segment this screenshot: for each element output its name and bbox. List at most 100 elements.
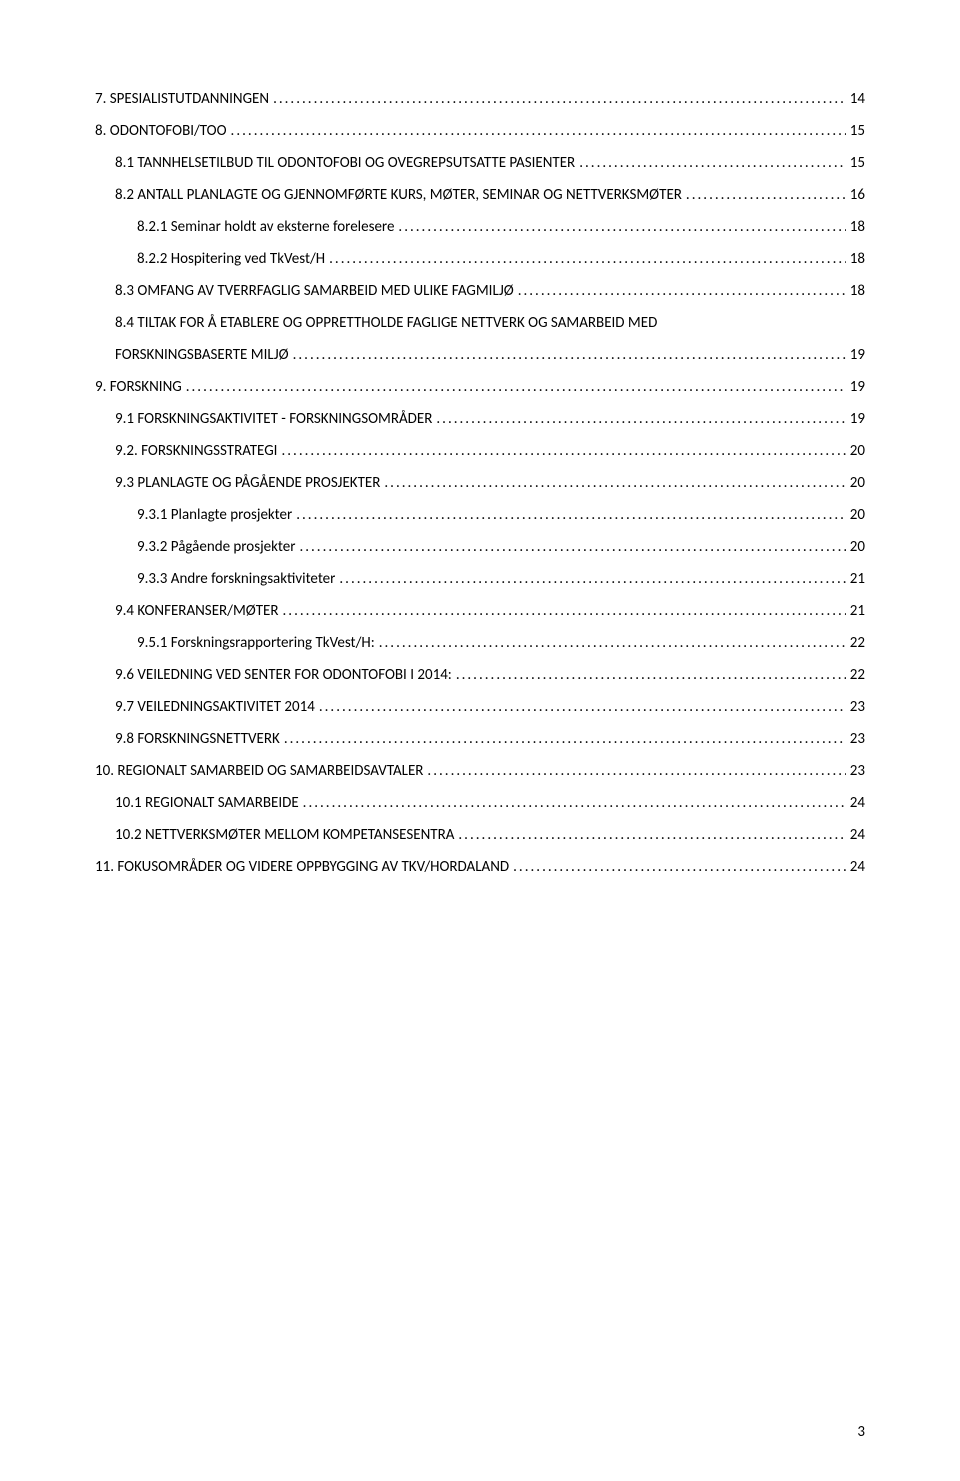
toc-label: 8.2.2 Hospitering ved TkVest/H (137, 250, 325, 268)
toc-leader-dots: ........................................… (329, 250, 846, 268)
toc-entry: 9.2. FORSKNINGSSTRATEGI.................… (115, 442, 865, 460)
toc-page-number: 21 (850, 570, 865, 588)
toc-label: 8. ODONTOFOBI/TOO (95, 122, 227, 140)
toc-label: 8.4 TILTAK FOR Å ETABLERE OG OPPRETTHOLD… (115, 314, 657, 332)
toc-page-number: 20 (850, 506, 865, 524)
toc-label: FORSKNINGSBASERTE MILJØ (115, 346, 289, 364)
toc-entry: FORSKNINGSBASERTE MILJØ.................… (115, 346, 865, 364)
toc-entry: 8.2 ANTALL PLANLAGTE OG GJENNOMFØRTE KUR… (115, 186, 865, 204)
toc-label: 8.2 ANTALL PLANLAGTE OG GJENNOMFØRTE KUR… (115, 186, 682, 204)
toc-page-number: 21 (850, 602, 865, 620)
toc-leader-dots: ........................................… (339, 570, 845, 588)
toc-label: 9.2. FORSKNINGSSTRATEGI (115, 442, 277, 460)
toc-page-number: 20 (850, 538, 865, 556)
toc-leader-dots: ........................................… (456, 666, 846, 684)
toc-label: 8.3 OMFANG AV TVERRFAGLIG SAMARBEID MED … (115, 282, 514, 300)
toc-leader-dots: ........................................… (513, 858, 846, 876)
toc-label: 9.7 VEILEDNINGSAKTIVITET 2014 (115, 698, 315, 716)
toc-page-number: 22 (850, 666, 865, 684)
toc-entry: 11. FOKUSOMRÅDER OG VIDERE OPPBYGGING AV… (95, 858, 865, 876)
toc-leader-dots: ........................................… (283, 602, 846, 620)
toc-label: 9.3.2 Pågående prosjekter (137, 538, 295, 556)
toc-entry: 9.6 VEILEDNING VED SENTER FOR ODONTOFOBI… (115, 666, 865, 684)
toc-entry: 8.4 TILTAK FOR Å ETABLERE OG OPPRETTHOLD… (115, 314, 865, 332)
toc-label: 9.1 FORSKNINGSAKTIVITET - FORSKNINGSOMRÅ… (115, 410, 432, 428)
toc-entry: 9.1 FORSKNINGSAKTIVITET - FORSKNINGSOMRÅ… (115, 410, 865, 428)
toc-page-number: 20 (850, 474, 865, 492)
toc-entry: 10. REGIONALT SAMARBEID OG SAMARBEIDSAVT… (95, 762, 865, 780)
toc-label: 9.3.1 Planlagte prosjekter (137, 506, 292, 524)
toc-page-number: 18 (850, 282, 865, 300)
toc-leader-dots: ........................................… (284, 730, 846, 748)
table-of-contents: 7. SPESIALISTUTDANNINGEN................… (95, 90, 865, 876)
toc-label: 9.5.1 Forskningsrapportering TkVest/H: (137, 634, 375, 652)
page-footer-number: 3 (857, 1423, 865, 1441)
toc-leader-dots: ........................................… (384, 474, 845, 492)
toc-label: 9. FORSKNING (95, 378, 182, 396)
toc-page-number: 24 (850, 794, 865, 812)
toc-label: 9.6 VEILEDNING VED SENTER FOR ODONTOFOBI… (115, 666, 452, 684)
toc-entry: 10.2 NETTVERKSMØTER MELLOM KOMPETANSESEN… (115, 826, 865, 844)
toc-entry: 7. SPESIALISTUTDANNINGEN................… (95, 90, 865, 108)
toc-page-number: 14 (850, 90, 865, 108)
toc-page-number: 19 (850, 346, 865, 364)
toc-leader-dots: ........................................… (518, 282, 846, 300)
toc-entry: 9.3 PLANLAGTE OG PÅGÅENDE PROSJEKTER....… (115, 474, 865, 492)
toc-entry: 8.2.2 Hospitering ved TkVest/H..........… (137, 250, 865, 268)
toc-label: 9.4 KONFERANSER/MØTER (115, 602, 279, 620)
toc-leader-dots: ........................................… (186, 378, 846, 396)
toc-entry: 9.4 KONFERANSER/MØTER...................… (115, 602, 865, 620)
toc-page-number: 19 (850, 410, 865, 428)
toc-leader-dots: ........................................… (379, 634, 846, 652)
toc-leader-dots: ........................................… (299, 538, 845, 556)
toc-leader-dots: ........................................… (273, 90, 846, 108)
toc-entry: 9.5.1 Forskningsrapportering TkVest/H:..… (137, 634, 865, 652)
toc-page-number: 22 (850, 634, 865, 652)
toc-leader-dots: ........................................… (319, 698, 846, 716)
toc-leader-dots: ........................................… (293, 346, 846, 364)
toc-label: 7. SPESIALISTUTDANNINGEN (95, 90, 269, 108)
toc-leader-dots: ........................................… (281, 442, 845, 460)
toc-page-number: 18 (850, 250, 865, 268)
toc-page-number: 19 (850, 378, 865, 396)
toc-label: 10.1 REGIONALT SAMARBEIDE (115, 794, 299, 812)
toc-label: 9.3.3 Andre forskningsaktiviteter (137, 570, 335, 588)
toc-label: 9.8 FORSKNINGSNETTVERK (115, 730, 280, 748)
toc-leader-dots: ........................................… (436, 410, 845, 428)
toc-page-number: 23 (850, 730, 865, 748)
toc-label: 10. REGIONALT SAMARBEID OG SAMARBEIDSAVT… (95, 762, 423, 780)
toc-entry: 8.2.1 Seminar holdt av eksterne forelese… (137, 218, 865, 236)
toc-leader-dots: ........................................… (427, 762, 845, 780)
toc-leader-dots: ........................................… (296, 506, 846, 524)
toc-page-number: 24 (850, 826, 865, 844)
toc-page-number: 20 (850, 442, 865, 460)
toc-leader-dots: ........................................… (458, 826, 845, 844)
toc-entry: 9.3.1 Planlagte prosjekter..............… (137, 506, 865, 524)
toc-entry: 9.3.3 Andre forskningsaktiviteter.......… (137, 570, 865, 588)
toc-page-number: 23 (850, 698, 865, 716)
toc-label: 8.2.1 Seminar holdt av eksterne forelese… (137, 218, 394, 236)
toc-leader-dots: ........................................… (398, 218, 845, 236)
toc-entry: 9.3.2 Pågående prosjekter...............… (137, 538, 865, 556)
toc-entry: 8.1 TANNHELSETILBUD TIL ODONTOFOBI OG OV… (115, 154, 865, 172)
toc-leader-dots: ........................................… (579, 154, 846, 172)
toc-page-number: 16 (850, 186, 865, 204)
toc-page-number: 15 (850, 154, 865, 172)
toc-entry: 8. ODONTOFOBI/TOO.......................… (95, 122, 865, 140)
toc-entry: 8.3 OMFANG AV TVERRFAGLIG SAMARBEID MED … (115, 282, 865, 300)
toc-page-number: 18 (850, 218, 865, 236)
toc-label: 9.3 PLANLAGTE OG PÅGÅENDE PROSJEKTER (115, 474, 380, 492)
toc-entry: 9. FORSKNING............................… (95, 378, 865, 396)
toc-leader-dots: ........................................… (303, 794, 846, 812)
toc-entry: 9.7 VEILEDNINGSAKTIVITET 2014...........… (115, 698, 865, 716)
toc-leader-dots: ........................................… (686, 186, 846, 204)
toc-label: 8.1 TANNHELSETILBUD TIL ODONTOFOBI OG OV… (115, 154, 575, 172)
toc-page-number: 23 (850, 762, 865, 780)
toc-entry: 9.8 FORSKNINGSNETTVERK..................… (115, 730, 865, 748)
toc-entry: 10.1 REGIONALT SAMARBEIDE...............… (115, 794, 865, 812)
toc-page-number: 24 (850, 858, 865, 876)
toc-leader-dots: ........................................… (231, 122, 846, 140)
toc-label: 11. FOKUSOMRÅDER OG VIDERE OPPBYGGING AV… (95, 858, 509, 876)
toc-label: 10.2 NETTVERKSMØTER MELLOM KOMPETANSESEN… (115, 826, 454, 844)
toc-page-number: 15 (850, 122, 865, 140)
